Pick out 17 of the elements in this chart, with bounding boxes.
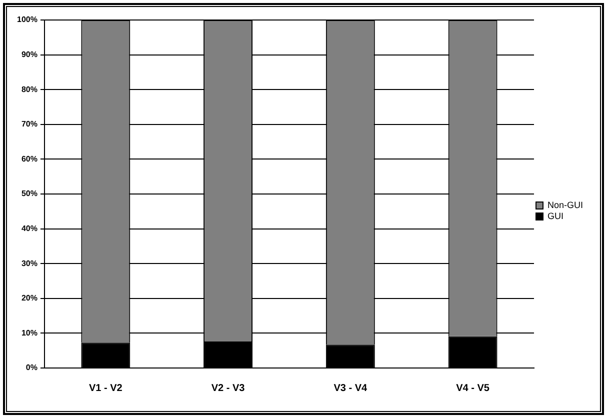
- y-tick-label: 60%: [21, 154, 38, 164]
- y-tick-label: 40%: [21, 224, 38, 234]
- x-tick-label: V4 - V5: [456, 382, 490, 394]
- y-tick-label: 80%: [21, 84, 38, 94]
- y-tick-label: 100%: [16, 15, 38, 24]
- y-tick-label: 20%: [21, 294, 38, 303]
- legend-label: Non-GUI: [547, 200, 584, 210]
- y-tick-label: 0%: [26, 363, 38, 372]
- y-tick-label: 10%: [21, 328, 38, 338]
- x-tick-label: V3 - V4: [334, 382, 368, 394]
- legend-label: GUI: [547, 210, 564, 221]
- x-tick-label: V2 - V3: [211, 382, 246, 394]
- y-tick-label: 70%: [21, 120, 38, 129]
- y-tick-label: 90%: [21, 50, 38, 60]
- y-tick-label: 50%: [21, 189, 38, 198]
- y-tick-label: 30%: [21, 258, 38, 268]
- x-tick-label: V1 - V2: [88, 382, 123, 394]
